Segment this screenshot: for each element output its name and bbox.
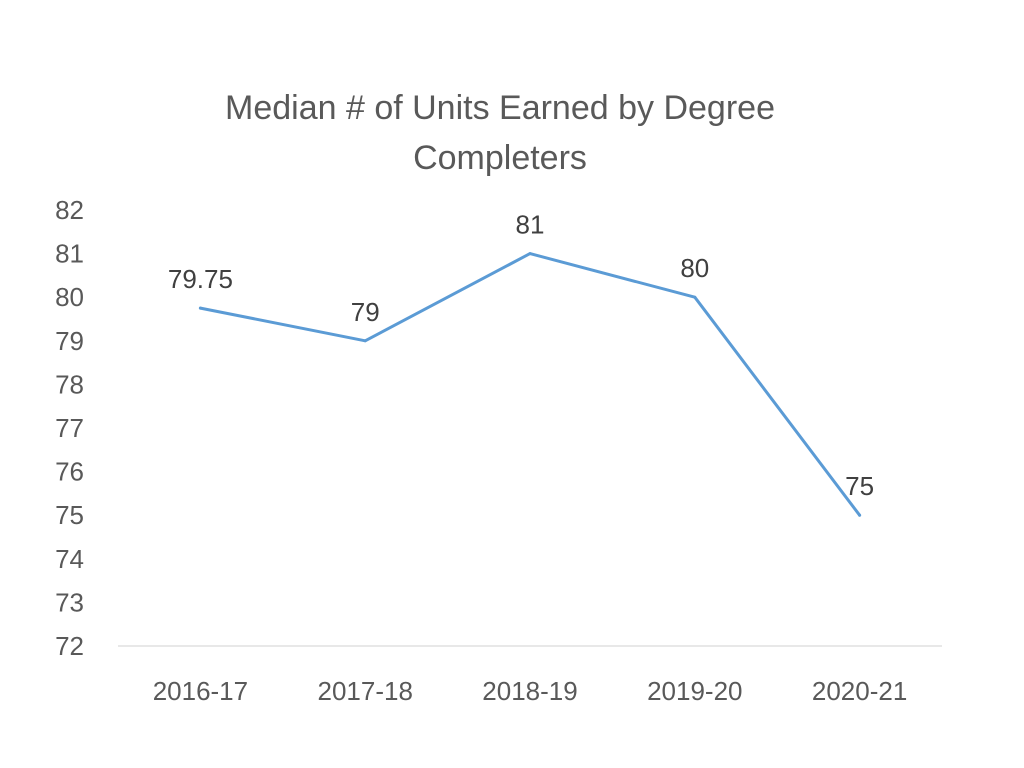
y-tick-label: 82 <box>55 195 84 225</box>
data-label: 75 <box>845 471 874 501</box>
y-axis: 72 73 74 75 76 77 78 79 80 81 82 <box>55 195 84 661</box>
data-point <box>363 339 367 343</box>
data-point <box>693 295 697 299</box>
chart-title-line-2: Completers <box>413 139 587 177</box>
x-tick-label: 2017-18 <box>317 676 412 706</box>
y-tick-label: 72 <box>55 631 84 661</box>
y-tick-label: 74 <box>55 544 84 574</box>
data-label: 81 <box>516 210 545 240</box>
chart-title: Median # of Units Earned by Degree Compl… <box>225 89 775 177</box>
y-tick-label: 80 <box>55 282 84 312</box>
chart-title-line-1: Median # of Units Earned by Degree <box>225 89 775 127</box>
data-point <box>858 513 862 517</box>
y-tick-label: 78 <box>55 369 84 399</box>
data-point <box>198 306 202 310</box>
y-tick-label: 73 <box>55 587 84 617</box>
data-labels: 79.75 79 81 80 75 <box>168 210 874 502</box>
x-tick-label: 2019-20 <box>647 676 742 706</box>
data-label: 80 <box>680 253 709 283</box>
series-line <box>198 252 862 517</box>
y-tick-label: 81 <box>55 239 84 269</box>
x-axis: 2016-17 2017-18 2018-19 2019-20 2020-21 <box>153 676 908 706</box>
y-tick-label: 79 <box>55 326 84 356</box>
data-label: 79.75 <box>168 264 233 294</box>
x-tick-label: 2018-19 <box>482 676 577 706</box>
y-tick-label: 75 <box>55 500 84 530</box>
y-tick-label: 76 <box>55 457 84 487</box>
data-label: 79 <box>351 297 380 327</box>
data-point <box>528 252 532 256</box>
y-tick-label: 77 <box>55 413 84 443</box>
x-tick-label: 2016-17 <box>153 676 248 706</box>
series-layer <box>198 252 862 517</box>
x-tick-label: 2020-21 <box>812 676 907 706</box>
